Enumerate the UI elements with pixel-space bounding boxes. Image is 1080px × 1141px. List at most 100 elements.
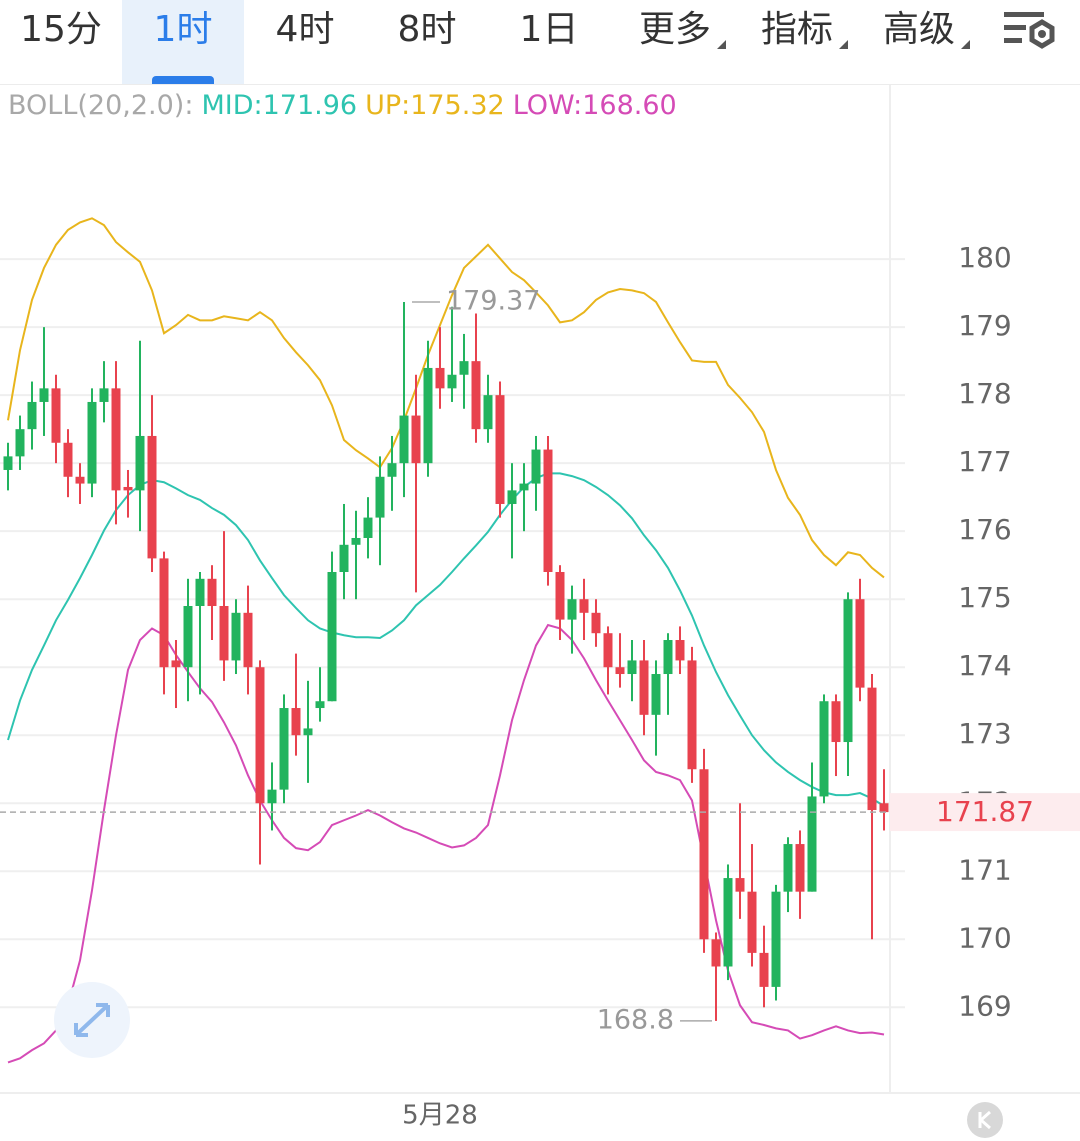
candle-body xyxy=(771,891,781,987)
candle-body xyxy=(579,599,589,613)
legend-item: UP:175.32 xyxy=(365,90,505,121)
max-label: 179.37 xyxy=(446,285,540,316)
tab-bar: 15分 1时 4时 8时 1日 更多 指标 高级 xyxy=(0,0,1080,85)
candle-body xyxy=(543,449,553,572)
y-tick-label: 175 xyxy=(958,581,1011,614)
tab-label: 8时 xyxy=(397,9,457,50)
dropdown-arrow xyxy=(961,40,970,49)
expand-icon xyxy=(74,1003,110,1037)
tab-label: 1日 xyxy=(519,9,579,50)
tab[interactable]: 1日 xyxy=(488,0,610,84)
candle-body xyxy=(87,401,97,484)
candle-body xyxy=(3,456,13,470)
y-tick-label: 171 xyxy=(958,853,1011,886)
candle-body xyxy=(495,395,505,504)
dropdown-arrow xyxy=(717,40,726,49)
candle-body xyxy=(183,606,193,668)
tab[interactable]: 4时 xyxy=(244,0,366,84)
candle-body xyxy=(279,708,289,790)
y-tick-label: 170 xyxy=(958,921,1011,954)
y-tick-label: 177 xyxy=(958,445,1011,478)
legend-item: BOLL(20,2.0): xyxy=(8,90,193,121)
candle-body xyxy=(843,599,853,743)
candle-body xyxy=(411,415,421,464)
candle-body xyxy=(267,789,277,804)
candle-body xyxy=(531,449,541,484)
candle-body xyxy=(459,361,469,375)
candle-body xyxy=(435,367,445,389)
candle-body xyxy=(123,486,133,491)
candle-body xyxy=(75,476,85,484)
candle-body xyxy=(699,769,709,940)
candle-body xyxy=(135,435,145,491)
chart: BOLL(20,2.0): MID:171.96 UP:175.32 LOW:168.… xyxy=(0,85,1080,1138)
candle-body xyxy=(219,606,229,661)
tab[interactable]: 15分 xyxy=(0,0,122,84)
candle-body xyxy=(39,388,49,402)
candle-body xyxy=(315,701,325,709)
candle-body xyxy=(63,442,73,477)
candle-body xyxy=(603,633,613,668)
y-tick-label: 176 xyxy=(958,513,1011,546)
tab[interactable]: 高级 xyxy=(858,0,980,84)
candle-body xyxy=(735,878,745,892)
tab-label: 4时 xyxy=(275,9,335,50)
y-tick-label: 169 xyxy=(958,989,1011,1022)
candle-body xyxy=(51,388,61,443)
candle-body xyxy=(627,660,637,675)
candle-body xyxy=(99,388,109,402)
legend-item: MID:171.96 xyxy=(201,90,357,121)
candle-body xyxy=(351,537,361,545)
candle-body xyxy=(723,878,733,967)
candle-body xyxy=(855,599,865,688)
candle-body xyxy=(195,578,205,607)
candle-body xyxy=(399,415,409,464)
tab-label: 1时 xyxy=(153,9,213,50)
y-tick-label: 173 xyxy=(958,717,1011,750)
candle-body xyxy=(783,844,793,892)
candle-body xyxy=(483,395,493,430)
candle-body xyxy=(591,612,601,634)
candle-body xyxy=(555,571,565,620)
tab-label: 15分 xyxy=(20,9,102,50)
candle-body xyxy=(867,687,877,811)
last-price-box xyxy=(890,793,1080,832)
settings-icon[interactable] xyxy=(1000,6,1060,56)
candle-body xyxy=(207,578,217,607)
legend: BOLL(20,2.0): MID:171.96 UP:175.32 LOW:168.… xyxy=(8,90,677,121)
tab[interactable]: 指标 xyxy=(736,0,858,84)
x-tick-label: 5月28 xyxy=(402,1101,478,1131)
k-icon xyxy=(978,1110,991,1130)
dropdown-arrow xyxy=(839,40,848,49)
candle-body xyxy=(807,796,817,892)
candle-body xyxy=(567,599,577,620)
candle-body xyxy=(519,483,529,491)
candle-body xyxy=(471,361,481,430)
tab[interactable]: 更多 xyxy=(614,0,736,84)
candle-body xyxy=(375,476,385,518)
candle-body xyxy=(255,667,265,804)
tab[interactable]: 8时 xyxy=(366,0,488,84)
candle-body xyxy=(759,952,769,987)
tab[interactable]: 1时 xyxy=(122,0,244,84)
candle-body xyxy=(687,660,697,770)
boll-line xyxy=(7,623,885,1064)
k-button[interactable] xyxy=(967,1102,1003,1138)
min-label: 168.8 xyxy=(597,1004,674,1035)
candle-body xyxy=(879,803,889,813)
candle-body xyxy=(615,667,625,675)
candle-body xyxy=(171,660,181,668)
candle-body xyxy=(651,674,661,715)
tab-label: 更多 xyxy=(638,9,711,50)
candle-body xyxy=(15,429,25,457)
candle-body xyxy=(387,463,397,477)
candle-body xyxy=(243,612,253,668)
candle-body xyxy=(711,939,721,967)
candle-body xyxy=(795,844,805,892)
candle-body xyxy=(339,544,349,572)
candle-body xyxy=(231,612,241,661)
y-tick-label: 174 xyxy=(958,649,1011,682)
legend-item: LOW:168.60 xyxy=(513,90,677,121)
candle-body xyxy=(423,367,433,464)
